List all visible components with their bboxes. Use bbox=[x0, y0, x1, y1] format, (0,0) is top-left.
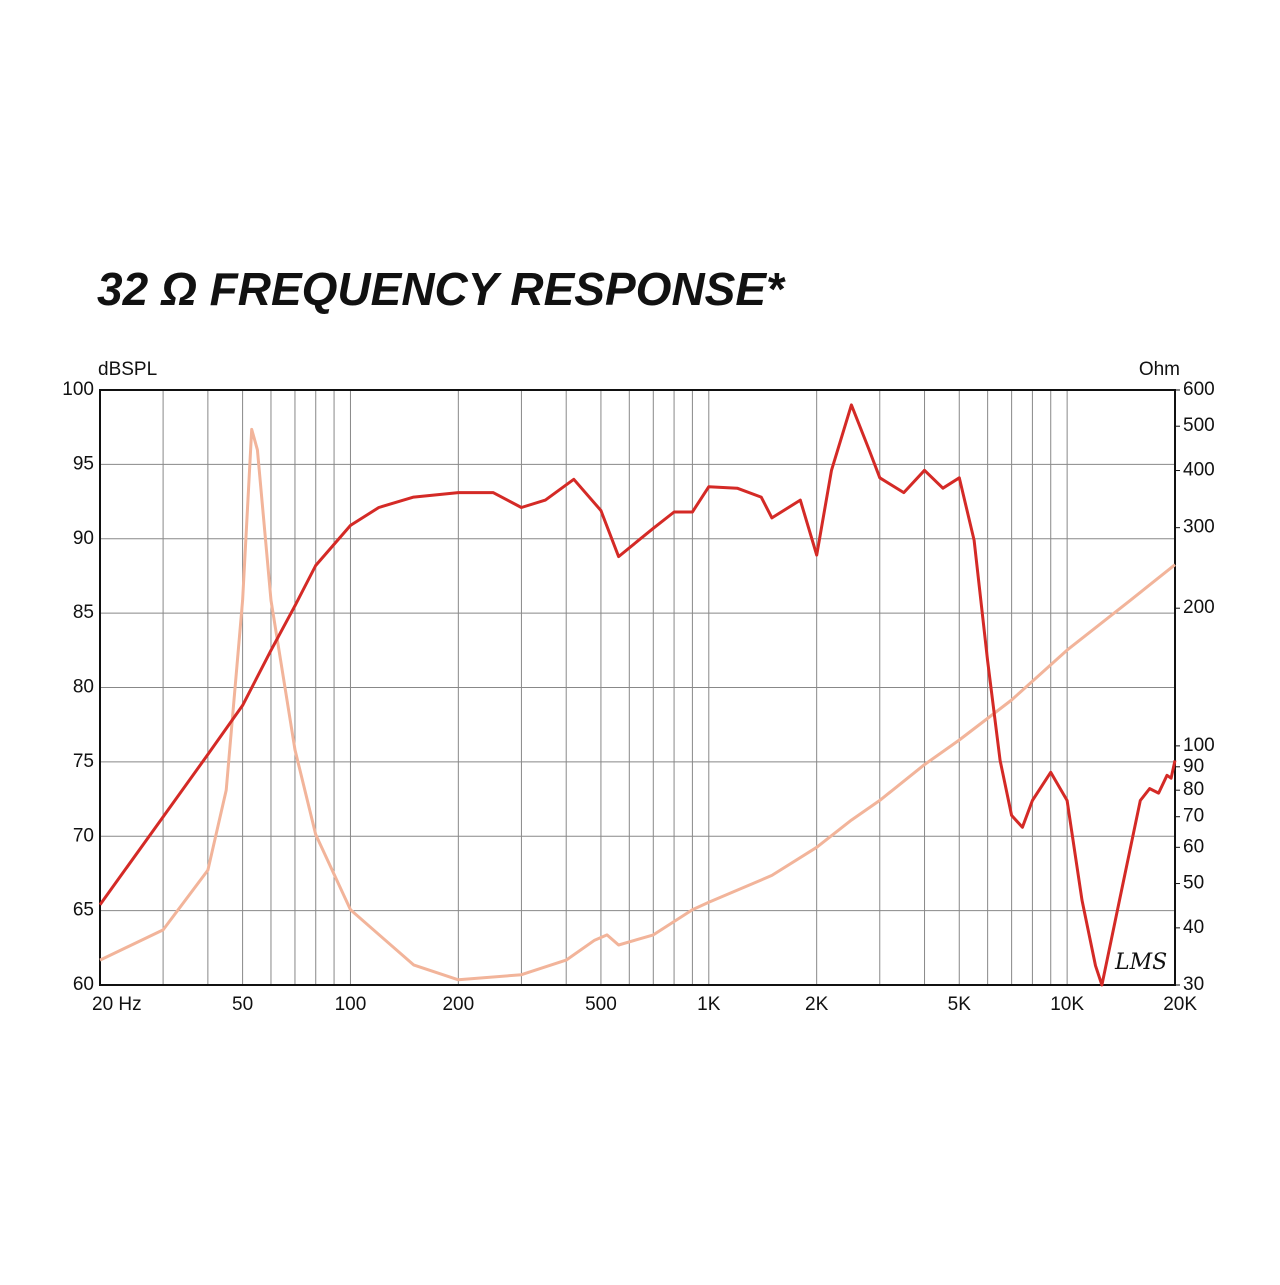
y2-tick-label: 300 bbox=[1183, 517, 1215, 538]
y2-tick-label: 50 bbox=[1183, 873, 1204, 894]
y-tick-label: 70 bbox=[73, 825, 94, 846]
y2-tick-label: 80 bbox=[1183, 779, 1204, 800]
plot-frame bbox=[99, 389, 1176, 986]
x-tick-label: 10K bbox=[1050, 994, 1084, 1015]
x-tick-label: 200 bbox=[442, 994, 474, 1015]
y-tick-label: 90 bbox=[73, 528, 94, 549]
chart-title: 32 Ω FREQUENCY RESPONSE* bbox=[97, 263, 786, 315]
y2-tick-label: 100 bbox=[1183, 735, 1215, 756]
x-tick-label: 5K bbox=[948, 994, 972, 1015]
x-tick-label: 500 bbox=[585, 994, 617, 1015]
y-tick-label: 80 bbox=[73, 677, 94, 698]
y-tick-label: 95 bbox=[73, 453, 94, 474]
x-tick-label: 50 bbox=[232, 994, 253, 1015]
x-tick-label: 100 bbox=[335, 994, 367, 1015]
y2-tick-label: 40 bbox=[1183, 917, 1204, 938]
y2-tick-label: 60 bbox=[1183, 836, 1204, 857]
y-axis-label: dBSPL bbox=[98, 359, 157, 380]
x-tick-label: 2K bbox=[805, 994, 829, 1015]
y2-tick-label: 500 bbox=[1183, 415, 1215, 436]
y-tick-label: 75 bbox=[73, 751, 94, 772]
y2-tick-label: 200 bbox=[1183, 597, 1215, 618]
y-tick-label: 100 bbox=[62, 379, 94, 400]
y2-axis-label: Ohm bbox=[1139, 359, 1180, 380]
data-line bbox=[98, 403, 1177, 987]
data-line bbox=[99, 427, 1176, 982]
y-tick-label: 60 bbox=[73, 974, 94, 995]
x-tick-label: 20 Hz bbox=[92, 994, 142, 1015]
y-tick-label: 65 bbox=[73, 900, 94, 921]
y2-tick-label: 90 bbox=[1183, 756, 1204, 777]
y2-tick-label: 70 bbox=[1183, 806, 1204, 827]
x-tick-label: 20K bbox=[1163, 994, 1197, 1015]
y2-tick-label: 400 bbox=[1183, 460, 1215, 481]
y-tick-label: 85 bbox=[73, 602, 94, 623]
y2-tick-label: 600 bbox=[1183, 379, 1215, 400]
y2-tick-label: 30 bbox=[1183, 974, 1204, 995]
x-tick-label: 1K bbox=[697, 994, 721, 1015]
annotation: LMS bbox=[1114, 950, 1167, 975]
